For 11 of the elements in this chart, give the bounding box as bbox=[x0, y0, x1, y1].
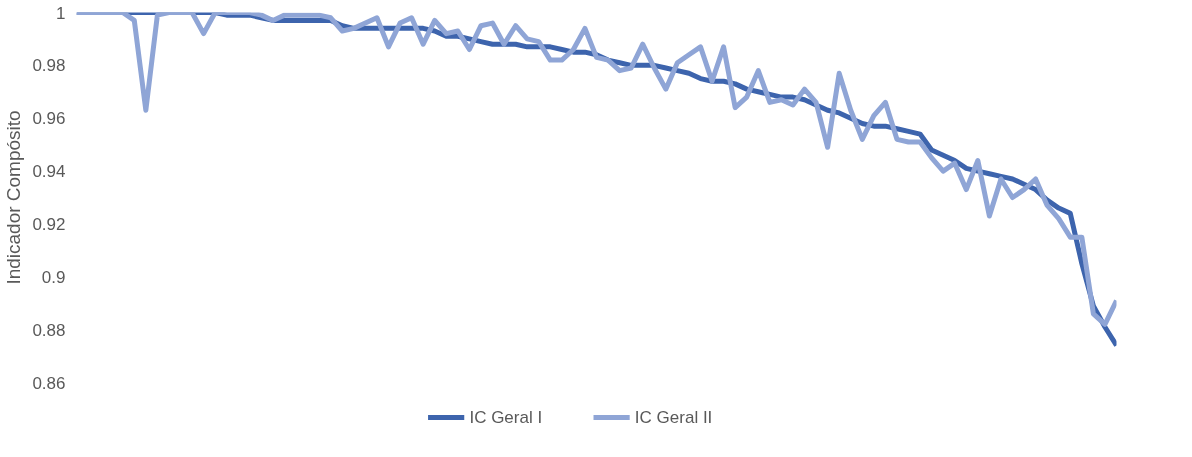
y-tick-label: 1 bbox=[56, 3, 66, 23]
y-tick-label: 0.96 bbox=[32, 109, 66, 129]
y-tick-label: 0.9 bbox=[41, 267, 66, 287]
y-axis-title: Indicador Compósito bbox=[3, 110, 25, 285]
legend-label: IC Geral II bbox=[634, 408, 713, 427]
y-tick-label: 0.88 bbox=[32, 320, 66, 340]
legend-label: IC Geral I bbox=[469, 408, 543, 427]
y-tick-label: 0.94 bbox=[32, 162, 66, 182]
y-tick-label: 0.92 bbox=[32, 214, 66, 234]
y-tick-label: 0.86 bbox=[32, 373, 66, 393]
y-tick-label: 0.98 bbox=[32, 56, 66, 76]
